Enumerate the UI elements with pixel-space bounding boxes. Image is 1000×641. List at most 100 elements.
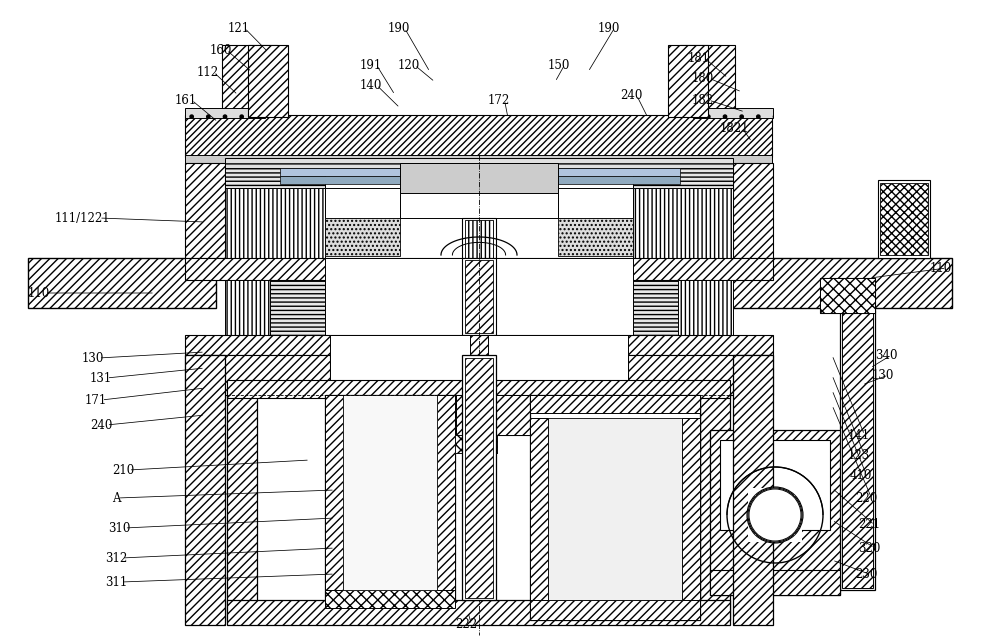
- Bar: [710, 570, 840, 595]
- Bar: [733, 355, 773, 625]
- Bar: [820, 278, 875, 313]
- Bar: [185, 115, 772, 157]
- Bar: [185, 258, 773, 280]
- Text: 110: 110: [930, 262, 952, 274]
- Text: 340: 340: [875, 349, 897, 362]
- Bar: [820, 278, 875, 313]
- Bar: [455, 435, 497, 453]
- Text: 222: 222: [455, 619, 477, 631]
- Bar: [325, 590, 455, 608]
- Circle shape: [748, 488, 802, 542]
- Bar: [400, 163, 558, 193]
- Bar: [456, 395, 531, 435]
- Bar: [465, 220, 493, 262]
- Bar: [330, 335, 470, 395]
- Bar: [248, 45, 288, 117]
- Bar: [325, 395, 343, 600]
- Bar: [185, 355, 225, 395]
- Text: 140: 140: [360, 78, 382, 92]
- Text: 111/1221: 111/1221: [55, 212, 111, 224]
- Text: 320: 320: [858, 542, 880, 554]
- Bar: [733, 355, 773, 395]
- Text: 240: 240: [620, 88, 642, 101]
- Bar: [733, 163, 773, 258]
- Text: 160: 160: [210, 44, 232, 56]
- Bar: [325, 218, 400, 256]
- Bar: [668, 45, 708, 117]
- Text: 131: 131: [90, 372, 112, 385]
- Bar: [225, 188, 325, 258]
- Bar: [628, 355, 773, 395]
- Bar: [280, 168, 680, 176]
- Bar: [700, 395, 730, 620]
- Text: 310: 310: [108, 522, 130, 535]
- Text: 182: 182: [692, 94, 714, 106]
- Bar: [558, 218, 633, 256]
- Bar: [755, 495, 795, 535]
- Bar: [455, 435, 497, 453]
- Text: 221: 221: [858, 519, 880, 531]
- Bar: [185, 163, 225, 258]
- Bar: [185, 355, 225, 625]
- Bar: [185, 355, 330, 395]
- Text: 180: 180: [692, 72, 714, 85]
- Text: 120: 120: [398, 58, 420, 72]
- Bar: [227, 380, 730, 398]
- Bar: [878, 180, 930, 258]
- Bar: [456, 395, 531, 435]
- Text: 161: 161: [175, 94, 197, 106]
- Bar: [225, 158, 733, 168]
- Text: 181: 181: [688, 51, 710, 65]
- Text: 150: 150: [548, 58, 570, 72]
- Bar: [222, 45, 277, 250]
- Text: 130: 130: [872, 369, 894, 381]
- Bar: [225, 280, 325, 335]
- Text: 190: 190: [598, 22, 620, 35]
- Bar: [325, 258, 633, 335]
- Bar: [710, 430, 840, 595]
- Bar: [548, 418, 682, 600]
- Text: 210: 210: [112, 463, 134, 476]
- Bar: [842, 312, 873, 588]
- Bar: [185, 108, 265, 118]
- Bar: [633, 188, 733, 258]
- Bar: [28, 258, 216, 308]
- Text: 240: 240: [90, 419, 112, 431]
- Bar: [678, 280, 733, 335]
- Bar: [748, 488, 802, 542]
- Bar: [530, 418, 548, 620]
- Text: 220: 220: [855, 492, 877, 504]
- Bar: [400, 188, 558, 218]
- Bar: [465, 358, 493, 598]
- Text: 110: 110: [28, 287, 50, 299]
- Bar: [465, 260, 493, 333]
- Bar: [325, 395, 455, 600]
- Text: 171: 171: [85, 394, 107, 406]
- Bar: [343, 395, 437, 590]
- Bar: [280, 176, 680, 184]
- Bar: [558, 188, 633, 218]
- Bar: [840, 310, 875, 590]
- Bar: [693, 108, 773, 118]
- Text: 112: 112: [197, 65, 219, 78]
- Bar: [720, 440, 830, 530]
- Text: 230: 230: [855, 569, 877, 581]
- Bar: [437, 395, 455, 600]
- Text: 172: 172: [488, 94, 510, 106]
- Bar: [633, 280, 733, 335]
- Bar: [325, 163, 633, 263]
- Bar: [680, 45, 735, 250]
- Bar: [462, 355, 496, 600]
- Text: 141: 141: [848, 428, 870, 442]
- Bar: [227, 395, 257, 620]
- Text: 130: 130: [82, 351, 104, 365]
- Bar: [462, 218, 496, 263]
- Text: 123: 123: [848, 449, 870, 462]
- Bar: [225, 280, 270, 335]
- Bar: [185, 155, 772, 163]
- Text: A: A: [112, 492, 121, 504]
- Text: 121: 121: [228, 22, 250, 35]
- Bar: [880, 183, 928, 255]
- Text: 191: 191: [360, 58, 382, 72]
- Bar: [700, 258, 952, 308]
